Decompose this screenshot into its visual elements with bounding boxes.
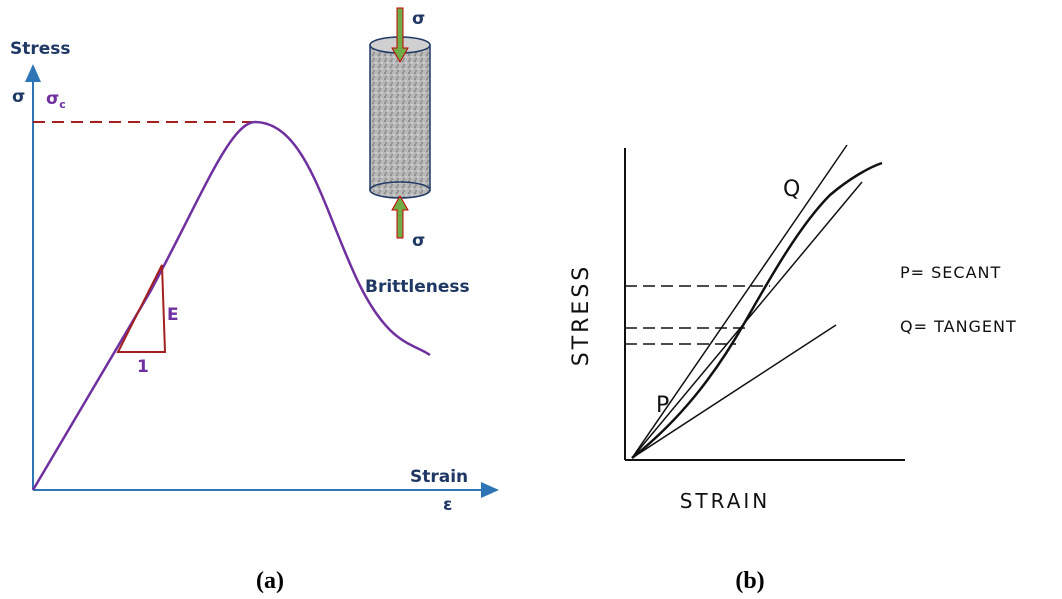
peak-label: σc [46,89,66,111]
slope-triangle [116,264,167,353]
point-p: P [656,393,669,418]
y-axis-symbol: σ [12,87,25,107]
x-axis-label: STRAIN [680,489,771,513]
legend-entry: Q= TANGENT [900,317,1017,336]
run-label: 1 [137,357,149,377]
stress-curve [631,161,883,459]
caption: (b) [735,568,764,594]
tangent-line [631,144,848,459]
specimen [369,7,431,239]
panel-a: Stress σ σc σ σ Brittleness E 1 Strain ε… [10,7,499,594]
stress-curve [31,120,431,491]
legend-entry: P= SECANT [900,263,1001,282]
point-q: Q [783,177,800,202]
y-axis-label: STRESS [569,264,594,367]
y-axis-label: Stress [10,39,71,59]
panel-b [624,144,905,461]
load-top: σ [412,9,425,29]
caption: (a) [256,568,284,594]
x-axis-label: Strain [410,467,468,487]
region-label: Brittleness [365,277,470,297]
peak-subscript: c [59,98,66,111]
secant-line [631,324,837,459]
load-bottom: σ [412,231,425,251]
peak-symbol: σ [46,89,59,109]
slope-label: E [167,305,179,325]
x-axis-symbol: ε [443,495,452,515]
